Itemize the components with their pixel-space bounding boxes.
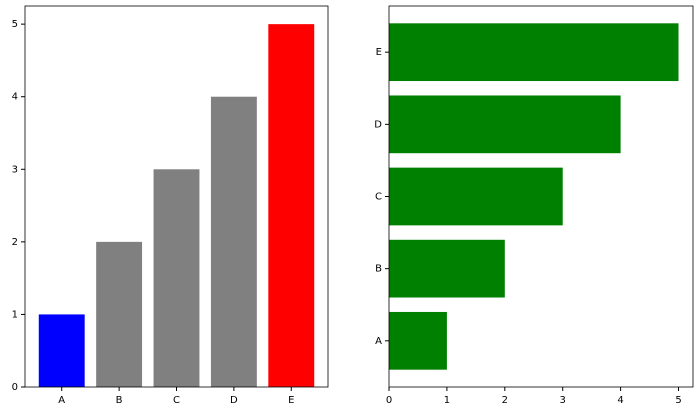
y-tick-label: 2	[12, 237, 18, 248]
x-tick-label: E	[288, 395, 294, 406]
axes-frame	[24, 5, 329, 388]
bar	[268, 24, 315, 388]
y-tick-label: 5	[12, 19, 18, 30]
x-tick-label: 2	[502, 395, 508, 406]
bar	[38, 314, 85, 387]
y-tick-label: C	[375, 192, 382, 203]
y-tick-label: B	[375, 264, 382, 275]
bar	[96, 241, 143, 387]
x-tick-label: 4	[617, 395, 623, 406]
bar	[389, 167, 563, 226]
y-tick-label: E	[376, 47, 382, 58]
bar	[389, 23, 679, 82]
bar	[153, 169, 200, 387]
y-tick-label: D	[374, 119, 382, 130]
x-tick-label: 1	[444, 395, 450, 406]
y-tick-label: 3	[12, 164, 18, 175]
bar	[389, 239, 505, 298]
bar	[389, 95, 621, 154]
x-tick-label: 3	[560, 395, 566, 406]
y-tick-label: 1	[12, 309, 18, 320]
axes-frame	[388, 5, 694, 388]
x-tick-label: D	[230, 395, 238, 406]
bar	[210, 96, 257, 387]
y-tick-label: 4	[12, 92, 18, 103]
x-tick-label: 0	[386, 395, 392, 406]
y-tick-label: A	[375, 336, 382, 347]
bar	[389, 311, 447, 370]
x-tick-label: A	[58, 395, 65, 406]
x-tick-label: C	[173, 395, 180, 406]
x-tick-label: 5	[675, 395, 681, 406]
x-tick-label: B	[116, 395, 123, 406]
y-tick-label: 0	[12, 382, 18, 393]
